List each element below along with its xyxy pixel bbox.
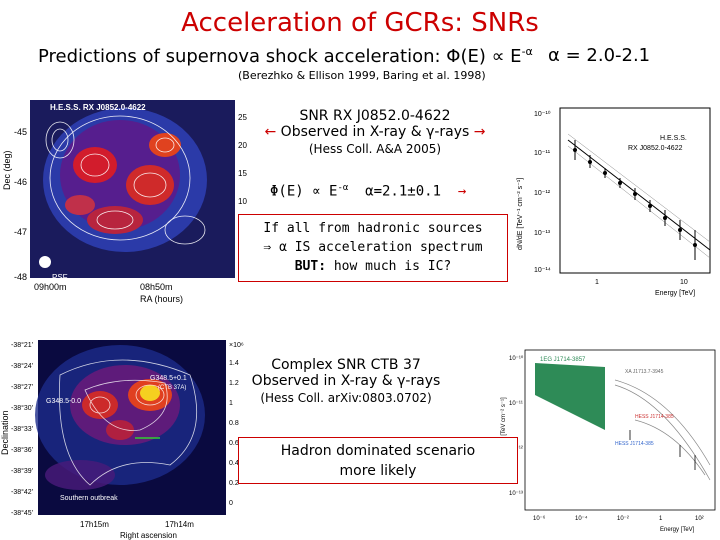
spec1-ylabel: dN/dE [TeV⁻¹ cm⁻² s⁻¹] bbox=[517, 178, 524, 250]
spec2-points bbox=[629, 430, 696, 470]
spec1-xlabel: Energy [TeV] bbox=[655, 290, 695, 297]
spec2-xtick: 10⁻⁶ bbox=[533, 515, 546, 522]
block1-text: SNR RX J0852.0-4622 ← Observed in X-ray … bbox=[225, 108, 525, 156]
map2-ctick: 0.8 bbox=[229, 420, 239, 427]
block2-name: Complex SNR CTB 37 bbox=[271, 357, 421, 373]
spec1-xtick: 10 bbox=[680, 279, 688, 286]
psf-label: PSF bbox=[52, 273, 68, 282]
block1-box: If all from hadronic sources ⇒ α IS acce… bbox=[238, 214, 508, 282]
map2-ctick: 1.2 bbox=[229, 380, 239, 387]
spec1-ytick: 10⁻¹² bbox=[534, 190, 551, 197]
block1-name: SNR RX J0852.0-4622 bbox=[299, 108, 451, 124]
map2-ytick: -38°24' bbox=[11, 362, 33, 370]
spec2-xtick: 1 bbox=[659, 516, 663, 522]
map1-ctick: 25 bbox=[238, 113, 247, 122]
map1-ytick: -47 bbox=[14, 227, 27, 237]
spec1-fit-band bbox=[567, 133, 711, 259]
spec2-ylabel: E²F(E) [TeV cm⁻² s⁻¹] bbox=[501, 397, 507, 455]
map2-ytick: -38°33' bbox=[11, 425, 33, 433]
psf-circle bbox=[39, 256, 51, 268]
map2-xlabel: Right ascension bbox=[120, 531, 177, 540]
spec2-ytick: 10⁻¹³ bbox=[509, 491, 523, 497]
map2-ctick: 0.2 bbox=[229, 480, 239, 487]
alpha-range: α = 2.0-2.1 bbox=[548, 45, 651, 66]
spec2-green-band bbox=[535, 363, 605, 430]
map1-ctick: 20 bbox=[238, 141, 247, 150]
spec2-xtick: 10⁻⁴ bbox=[575, 515, 588, 522]
map2-ytick: -38°39' bbox=[11, 467, 33, 475]
spec1-ytick: 10⁻¹⁴ bbox=[534, 267, 551, 274]
slide-title: Acceleration of GCRs: SNRs bbox=[181, 8, 539, 38]
map2-ctick: 1 bbox=[229, 400, 233, 407]
map1-xlabel: RA (hours) bbox=[140, 294, 183, 304]
map2-label-b: G348.5+0.1 bbox=[150, 375, 187, 382]
references: (Berezhko & Ellison 1999, Baring et al. … bbox=[238, 69, 486, 82]
spec2-model-curves bbox=[614, 379, 711, 481]
map2-ctick: 0.4 bbox=[229, 460, 239, 467]
spec1-ytick: 10⁻¹¹ bbox=[534, 150, 551, 157]
spec2-xlabel: Energy [TeV] bbox=[660, 527, 695, 533]
block2-observed: Observed in X-ray & γ-rays bbox=[251, 373, 441, 389]
map2-label-b2: (CTB 37A) bbox=[158, 385, 186, 391]
spec1-ytick: 10⁻¹³ bbox=[534, 230, 551, 237]
map2-ytick: -38°42' bbox=[11, 488, 33, 496]
map2-label-c: Southern outbreak bbox=[60, 495, 118, 502]
spec2-label-d: HESS J1714-385 bbox=[615, 441, 654, 447]
map2-ctick: 1.4 bbox=[229, 360, 239, 367]
spec2-xtick: 10⁻² bbox=[617, 516, 629, 522]
spec1-legend: RX J0852.0-4622 bbox=[628, 145, 683, 152]
block2-box: Hadron dominated scenario more likely bbox=[238, 437, 518, 484]
map2-xtick: 17h14m bbox=[165, 520, 194, 529]
spec2-label-a: 1EG J1714-3857 bbox=[540, 357, 586, 363]
block1-ref: (Hess Coll. A&A 2005) bbox=[308, 142, 442, 156]
spectrum-ctb37: E²F(E) [TeV cm⁻² s⁻¹] 10⁻¹⁰ 10⁻¹¹ 10⁻¹² … bbox=[501, 349, 716, 533]
map-ctb37: G348.5-0.0 G348.5+0.1 (CTB 37A) Southern… bbox=[0, 340, 244, 540]
block1-fit: Φ(E) ∝ E-α α=2.1±0.1 → bbox=[270, 183, 467, 200]
block1-observed: ← Observed in X-ray & γ-rays → bbox=[264, 124, 486, 140]
map2-ytick: -38°36' bbox=[11, 446, 33, 454]
map1-header: H.E.S.S. RX J0852.0-4622 bbox=[50, 103, 146, 112]
spec1-points bbox=[573, 140, 697, 260]
map2-xtick: 17h15m bbox=[80, 520, 109, 529]
spec2-label-c: HESS J1714-385 bbox=[635, 414, 674, 420]
map1-ytick: -45 bbox=[14, 127, 27, 137]
spectrum-rxj0852: dN/dE [TeV⁻¹ cm⁻² s⁻¹] 10⁻¹⁰ 10⁻¹¹ 10⁻¹²… bbox=[517, 107, 711, 297]
map-rxj0852: PSF H.E.S.S. RX J0852.0-4622 Dec (deg) -… bbox=[2, 100, 247, 304]
block2-ref: (Hess Coll. arXiv:0803.0702) bbox=[260, 391, 432, 405]
spec2-label-b: XA J1713.7-3945 bbox=[625, 369, 664, 375]
map1-ctick: 10 bbox=[238, 197, 247, 206]
map2-label-a: G348.5-0.0 bbox=[46, 398, 81, 405]
map2-ytick: -38°21' bbox=[11, 341, 33, 349]
map2-ytick: -38°30' bbox=[11, 404, 33, 412]
map2-ytick: -38°45' bbox=[11, 509, 33, 517]
map1-ytick: -46 bbox=[14, 177, 27, 187]
map2-ctick: 0.6 bbox=[229, 440, 239, 447]
spec1-ytick: 10⁻¹⁰ bbox=[534, 110, 551, 118]
map2-ytick: -38°27' bbox=[11, 383, 33, 391]
spec1-legend: H.E.S.S. bbox=[660, 135, 687, 142]
spec1-fit-line bbox=[567, 139, 711, 251]
map2-ctick: 0 bbox=[229, 500, 233, 507]
map1-ylabel: Dec (deg) bbox=[2, 150, 12, 190]
block2-text: Complex SNR CTB 37 Observed in X-ray & γ… bbox=[236, 357, 456, 405]
map1-xtick: 08h50m bbox=[140, 282, 173, 292]
map1-xtick: 09h00m bbox=[34, 282, 67, 292]
spec2-ytick: 10⁻¹⁰ bbox=[509, 355, 524, 362]
map2-ctick: ×10⁶ bbox=[229, 342, 244, 349]
map1-ytick: -48 bbox=[14, 272, 27, 282]
spec2-xtick: 10² bbox=[695, 516, 704, 522]
slide-subtitle: Predictions of supernova shock accelerat… bbox=[38, 45, 533, 67]
spec1-xtick: 1 bbox=[595, 279, 599, 286]
spec2-ytick: 10⁻¹¹ bbox=[509, 401, 523, 407]
map2-ylabel: Declination bbox=[0, 410, 10, 455]
map1-ctick: 15 bbox=[238, 169, 247, 178]
